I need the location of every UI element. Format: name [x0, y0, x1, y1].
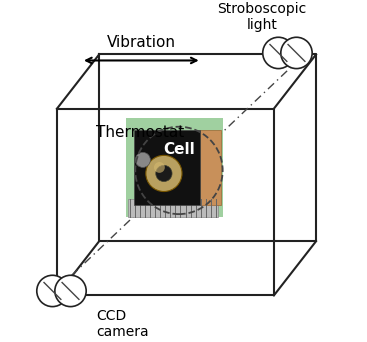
Circle shape	[281, 37, 312, 69]
Text: Cell: Cell	[163, 142, 195, 157]
Text: Thermostat: Thermostat	[96, 125, 184, 140]
Circle shape	[263, 37, 294, 69]
Circle shape	[146, 155, 182, 192]
Text: CCD
camera: CCD camera	[96, 309, 149, 339]
Bar	[200, 130, 221, 205]
Bar	[126, 118, 223, 217]
Circle shape	[55, 275, 86, 307]
Bar	[134, 130, 200, 205]
Circle shape	[156, 165, 172, 182]
Circle shape	[37, 275, 68, 307]
Circle shape	[135, 152, 150, 168]
Text: Vibration: Vibration	[107, 35, 176, 50]
Circle shape	[154, 162, 165, 173]
Text: Stroboscopic
light: Stroboscopic light	[217, 2, 306, 32]
Bar	[128, 199, 218, 217]
